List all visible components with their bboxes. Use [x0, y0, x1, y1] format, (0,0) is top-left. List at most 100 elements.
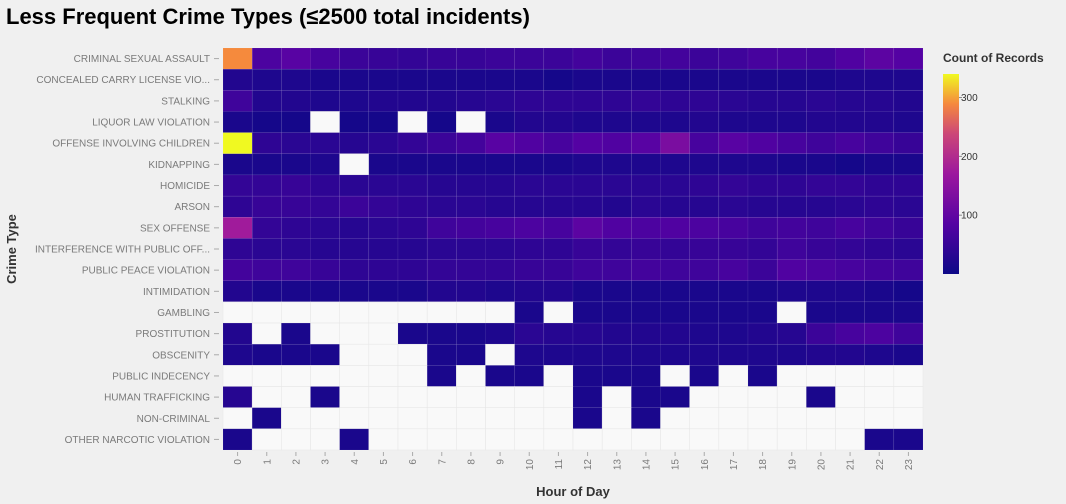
heatmap-cell [456, 153, 486, 176]
heatmap-cell [689, 386, 720, 408]
heatmap-cell [806, 132, 836, 155]
heatmap-cell [806, 428, 836, 451]
heatmap-cell [835, 111, 865, 133]
heatmap-cell [660, 132, 690, 155]
heatmap-cell [601, 174, 632, 197]
heatmap-cell [543, 301, 574, 324]
heatmap-cell [339, 386, 370, 408]
heatmap-cell [368, 386, 399, 408]
heatmap-cell [543, 280, 574, 303]
heatmap-cell [368, 132, 399, 155]
heatmap-cell [806, 259, 836, 281]
heatmap-cell [689, 68, 720, 91]
heatmap-cell [485, 259, 515, 281]
heatmap-cell [601, 301, 632, 324]
heatmap-cell [601, 407, 632, 430]
heatmap-cell [456, 238, 486, 260]
column-label: 5 [379, 459, 390, 465]
heatmap-cell [426, 280, 457, 303]
heatmap-cell [251, 111, 282, 133]
heatmap-cell [660, 407, 690, 430]
heatmap-cell [776, 322, 807, 345]
heatmap-cell [368, 343, 399, 366]
heatmap-cell [718, 195, 749, 218]
heatmap-cell [776, 280, 807, 303]
heatmap-cell [368, 47, 399, 70]
heatmap-cell [426, 47, 457, 70]
heatmap-cell [747, 301, 778, 324]
heatmap-cell [747, 217, 778, 239]
column-label: 17 [729, 459, 740, 471]
heatmap-cell [806, 280, 836, 303]
heatmap-cell [251, 280, 282, 303]
heatmap-cell [222, 322, 253, 345]
heatmap-cell [893, 174, 924, 197]
heatmap-cell [718, 238, 749, 260]
heatmap-cell [660, 111, 690, 133]
heatmap-cell [864, 280, 895, 303]
heatmap-cell [485, 322, 515, 345]
row-label: PUBLIC INDECENCY [112, 371, 210, 382]
heatmap-cell [281, 153, 311, 176]
column-label: 1 [262, 459, 273, 465]
x-axis-title: Hour of Day [536, 484, 610, 499]
row-label: INTIMIDATION [143, 287, 210, 298]
heatmap-cell [485, 90, 515, 112]
heatmap-cell [397, 153, 428, 176]
heatmap-cell [281, 111, 311, 133]
heatmap-cell [631, 68, 661, 91]
heatmap-cell [543, 195, 574, 218]
heatmap-cell [893, 195, 924, 218]
heatmap-cell [310, 47, 340, 70]
heatmap-cell [397, 132, 428, 155]
heatmap-cell [631, 322, 661, 345]
heatmap-cell [689, 343, 720, 366]
heatmap-cell [718, 365, 749, 387]
heatmap-cell [339, 238, 370, 260]
heatmap-cell [776, 153, 807, 176]
heatmap-cell [251, 68, 282, 91]
heatmap-cell [222, 174, 253, 197]
heatmap-cell [543, 386, 574, 408]
row-label: CRIMINAL SEXUAL ASSAULT [74, 54, 210, 65]
heatmap-cell [893, 407, 924, 430]
heatmap-cell [397, 47, 428, 70]
heatmap-cell [835, 68, 865, 91]
heatmap-cell [718, 68, 749, 91]
heatmap-cell [689, 428, 720, 451]
heatmap-cell [806, 322, 836, 345]
heatmap-cell [222, 280, 253, 303]
heatmap-cell [368, 301, 399, 324]
column-label: 22 [875, 459, 886, 471]
heatmap-cell [543, 343, 574, 366]
heatmap-cell [543, 111, 574, 133]
heatmap-cell [222, 238, 253, 260]
heatmap-cell [310, 90, 340, 112]
heatmap-cell [368, 407, 399, 430]
heatmap-cell [426, 365, 457, 387]
heatmap-cell [397, 111, 428, 133]
heatmap-cell [222, 259, 253, 281]
heatmap-cell [310, 407, 340, 430]
heatmap-cell [893, 132, 924, 155]
heatmap-cell [835, 407, 865, 430]
heatmap-cell [893, 365, 924, 387]
heatmap-cell [281, 132, 311, 155]
heatmap-cell [397, 195, 428, 218]
heatmap-cell [456, 111, 486, 133]
heatmap-cell [368, 322, 399, 345]
heatmap-cell [426, 322, 457, 345]
heatmap-cell [572, 195, 603, 218]
heatmap-cell [660, 259, 690, 281]
chart-title: Less Frequent Crime Types (≤2500 total i… [6, 4, 530, 29]
heatmap-cell [572, 428, 603, 451]
heatmap-cell [339, 259, 370, 281]
heatmap-cell [893, 386, 924, 408]
heatmap-cell [339, 47, 370, 70]
heatmap-cell [718, 280, 749, 303]
heatmap-cell [222, 301, 253, 324]
heatmap-cell [339, 68, 370, 91]
heatmap-cell [835, 47, 865, 70]
heatmap-cell [747, 343, 778, 366]
heatmap-cell [281, 428, 311, 451]
